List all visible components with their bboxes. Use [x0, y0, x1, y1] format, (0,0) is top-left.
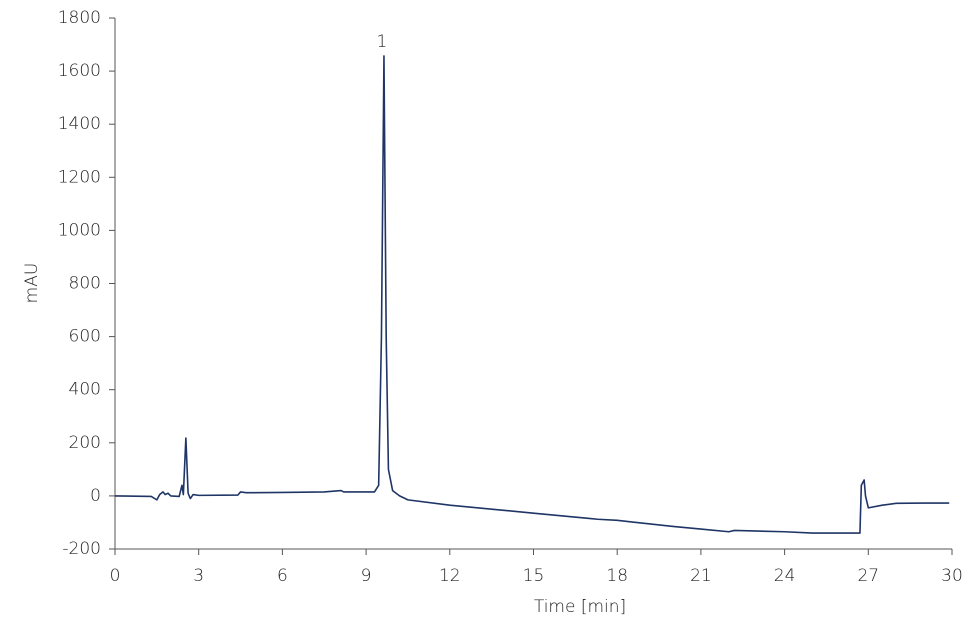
y-tick-label: 0: [90, 486, 101, 506]
y-axis-label: mAU: [22, 263, 42, 304]
x-axis-label: Time [min]: [534, 597, 626, 617]
x-tick-label: 6: [277, 566, 288, 586]
y-tick-label: 1400: [58, 114, 101, 134]
y-tick-label: 600: [69, 327, 101, 347]
x-tick-label: 0: [110, 566, 121, 586]
y-tick-label: 200: [69, 433, 101, 453]
x-tick-label: 27: [857, 566, 879, 586]
chromatogram-line: [114, 55, 950, 534]
y-tick-label: 1600: [58, 61, 101, 81]
x-tick-label: 9: [361, 566, 372, 586]
x-tick-label: 3: [193, 566, 204, 586]
x-tick-label: 15: [523, 566, 545, 586]
x-tick-label: 18: [606, 566, 628, 586]
x-tick-label: 30: [941, 566, 963, 586]
y-tick-label: 1200: [58, 167, 101, 187]
y-tick-label: 1800: [58, 8, 101, 28]
y-tick-label: 800: [69, 274, 101, 294]
x-tick-label: 12: [439, 566, 461, 586]
x-tick-label: 24: [774, 566, 796, 586]
y-tick-label: 400: [69, 380, 101, 400]
peak-label: 1: [377, 32, 388, 52]
x-tick-label: 21: [690, 566, 712, 586]
y-tick-label: 1000: [58, 220, 101, 240]
y-tick-label: -200: [62, 539, 101, 559]
